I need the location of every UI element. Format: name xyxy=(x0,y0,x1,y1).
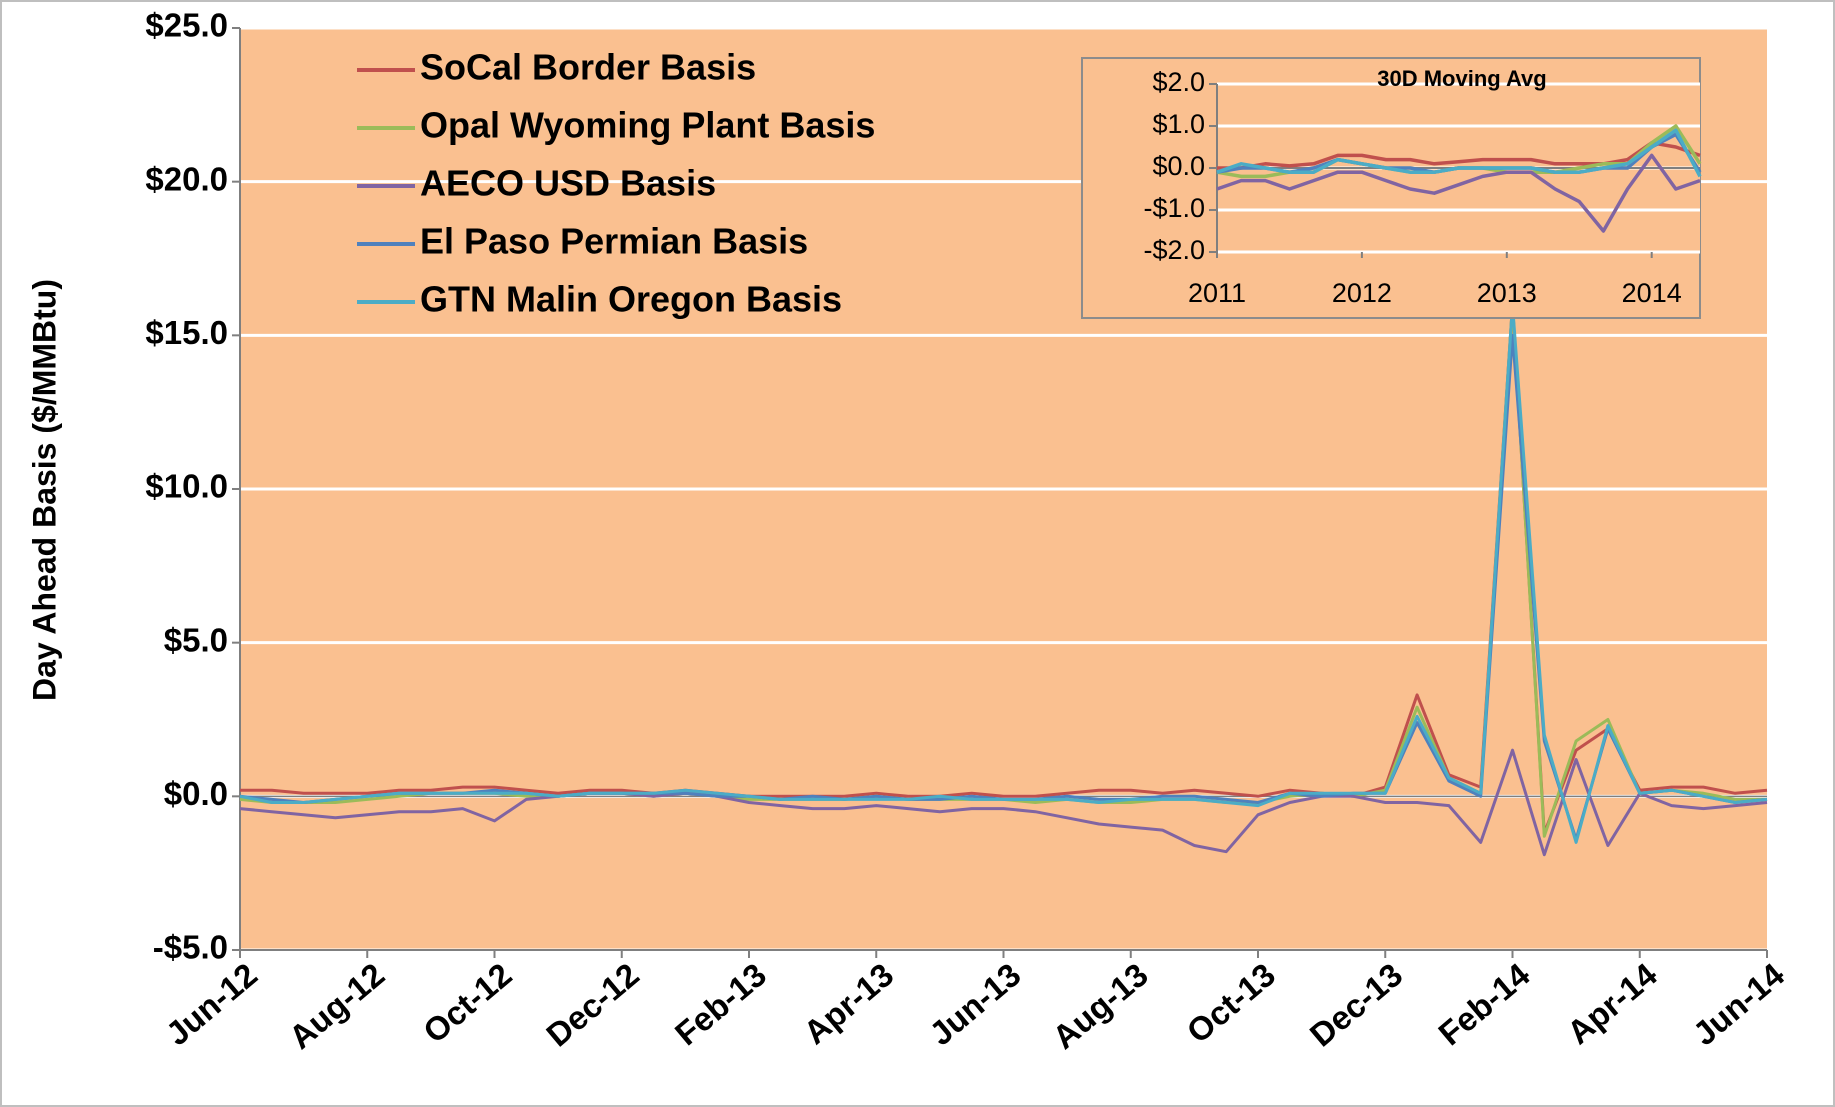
legend-label: El Paso Permian Basis xyxy=(420,221,808,262)
legend-label: AECO USD Basis xyxy=(420,163,716,204)
series-line xyxy=(239,748,1768,857)
y-tick-label: $20.0 xyxy=(145,160,228,197)
series-line xyxy=(1216,153,1701,233)
series-line xyxy=(1216,128,1702,178)
y-tick-label: $2.0 xyxy=(1152,67,1205,97)
legend-label: GTN Malin Oregon Basis xyxy=(420,279,842,320)
x-tick-label: 2011 xyxy=(1188,278,1246,308)
x-tick-label: 2014 xyxy=(1622,278,1682,308)
y-tick-label: $0.0 xyxy=(1152,151,1205,181)
x-tick-label: 2012 xyxy=(1332,278,1392,308)
y-tick-label: $0.0 xyxy=(164,775,228,812)
y-tick-label: -$2.0 xyxy=(1143,235,1205,265)
series-line xyxy=(1217,141,1701,170)
y-tick-label: $15.0 xyxy=(145,314,228,351)
y-tick-label: -$5.0 xyxy=(153,929,228,966)
y-tick-label: $25.0 xyxy=(145,7,228,44)
y-tick-label: -$1.0 xyxy=(1143,193,1205,223)
inset-title: 30D Moving Avg xyxy=(1377,66,1547,91)
legend-label: SoCal Border Basis xyxy=(420,47,756,88)
y-tick-label: $5.0 xyxy=(164,621,228,658)
y-tick-label: $1.0 xyxy=(1152,109,1205,139)
x-tick-label: 2013 xyxy=(1477,278,1537,308)
legend-label: Opal Wyoming Plant Basis xyxy=(420,105,875,146)
inset-chart: -$2.0 -$1.0 $0.0 $1.0 $2.0 2011 2012 2013 2014 30… xyxy=(1081,57,1702,319)
y-axis-label: Day Ahead Basis ($/MMBtu) xyxy=(26,279,62,701)
y-tick-label: $10.0 xyxy=(145,468,228,505)
